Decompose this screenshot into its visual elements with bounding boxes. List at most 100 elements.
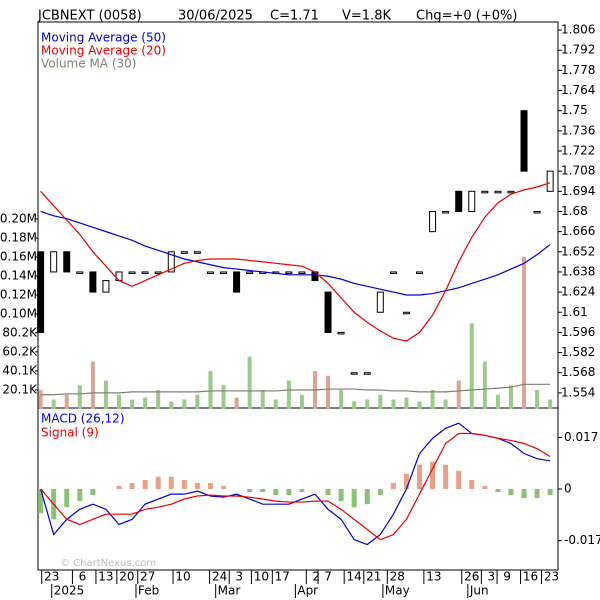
histogram-bar: [299, 489, 305, 493]
volume-bar: [77, 385, 82, 409]
histogram-bar: [129, 482, 135, 489]
x-tick-label: 14: [347, 570, 362, 584]
moving-average: [40, 210, 551, 296]
volume-bar: [247, 356, 252, 409]
x-tick-label: 20: [119, 570, 134, 584]
y-tick-label: 1.61: [561, 305, 588, 319]
candle: [533, 210, 541, 214]
candle: [233, 271, 241, 293]
histogram-bar: [38, 489, 44, 514]
candle: [376, 291, 384, 313]
volume-bar: [208, 371, 213, 409]
candle: [220, 271, 228, 274]
x-tick-label: 17: [275, 570, 290, 584]
histogram-bar: [390, 482, 396, 489]
histogram-bar: [377, 489, 383, 496]
volume-bar: [456, 380, 461, 409]
volume-bar: [117, 394, 122, 409]
candle: [363, 372, 371, 375]
volume-bar: [260, 390, 265, 409]
candle: [389, 271, 397, 274]
month-label: Feb: [138, 584, 159, 598]
y-tick-label: 1.778: [561, 63, 595, 77]
close: C=1.71: [270, 9, 319, 24]
histogram-bar: [456, 470, 462, 489]
volume-bar: [51, 399, 56, 409]
x-tick-label: 6: [79, 570, 87, 584]
x-tick-label: 3: [235, 570, 243, 584]
volume-bar: [156, 390, 161, 409]
histogram-bar: [547, 489, 553, 496]
x-tick-label: 2: [312, 570, 320, 584]
x-tick-label: 16: [523, 570, 538, 584]
y-tick-label: 1.694: [561, 184, 595, 198]
candle: [494, 190, 502, 194]
candle: [76, 271, 84, 274]
x-tick-label: 13: [98, 570, 113, 584]
volume-bar: [130, 399, 135, 409]
volume-bar: [221, 385, 226, 409]
volume-tick-label: 80.2K: [2, 325, 38, 339]
candle: [128, 271, 136, 274]
histogram-bar: [508, 489, 514, 496]
x-tick-label: 21: [366, 570, 381, 584]
x-tick-label: 9: [503, 570, 511, 584]
histogram-bar: [273, 489, 279, 496]
candle: [468, 190, 476, 212]
candle: [546, 170, 554, 192]
volume-bar: [182, 399, 187, 409]
histogram-bar: [221, 485, 227, 489]
volume-tick-label: 0.18M: [0, 231, 37, 245]
histogram-bar: [417, 464, 423, 489]
legend-entry: Moving Average (50): [41, 31, 166, 45]
candle: [89, 271, 97, 293]
candle: [350, 372, 358, 375]
candle: [115, 271, 123, 282]
y-tick-label: 1.638: [561, 264, 595, 278]
volume-bar: [273, 399, 278, 409]
candle: [50, 251, 58, 273]
histogram-bar: [142, 479, 148, 489]
volume-bar: [352, 401, 357, 409]
volume-bar: [495, 394, 500, 409]
y-tick-label: 1.666: [561, 224, 595, 238]
x-tick-label: 10: [175, 570, 190, 584]
x-tick-label: 10: [254, 570, 269, 584]
y-tick-label: 1.736: [561, 123, 595, 137]
candle: [285, 271, 293, 274]
volume-bar: [143, 397, 148, 409]
volume-bar: [430, 390, 435, 409]
histogram-bar: [260, 489, 266, 493]
month-label: Mar: [218, 584, 241, 598]
candle: [37, 251, 45, 333]
legend-entry: Signal (9): [41, 426, 99, 440]
macd-panel: [37, 407, 559, 571]
histogram-bar: [521, 489, 527, 499]
macd-tick-label: -0.017: [564, 533, 600, 547]
histogram-bar: [351, 489, 357, 508]
symbol: JCBNEXT (0058): [37, 9, 142, 24]
moving-average: [40, 182, 551, 342]
volume-tick-label: 0.14M: [0, 269, 37, 283]
candle: [298, 271, 306, 274]
y-tick-label: 1.652: [561, 244, 595, 258]
histogram-bar: [338, 489, 344, 502]
x-tick-label: 26: [464, 570, 479, 584]
candle: [63, 251, 71, 273]
x-tick-label: 27: [140, 570, 155, 584]
volume-ma: [40, 383, 551, 396]
histogram-bar: [534, 489, 540, 499]
candle: [416, 271, 424, 274]
volume-bar: [286, 380, 291, 409]
volume-bar: [404, 397, 409, 409]
volume-tick-label: 0.16M: [0, 250, 37, 264]
candle: [481, 190, 489, 194]
volume: V=1.8K: [342, 9, 391, 24]
volume-bar: [548, 399, 553, 409]
volume-bar: [339, 390, 344, 409]
candle: [102, 280, 110, 293]
histogram-bar: [194, 482, 200, 489]
candle: [154, 271, 162, 274]
candle: [402, 311, 410, 315]
month-label: Apr: [297, 584, 318, 598]
